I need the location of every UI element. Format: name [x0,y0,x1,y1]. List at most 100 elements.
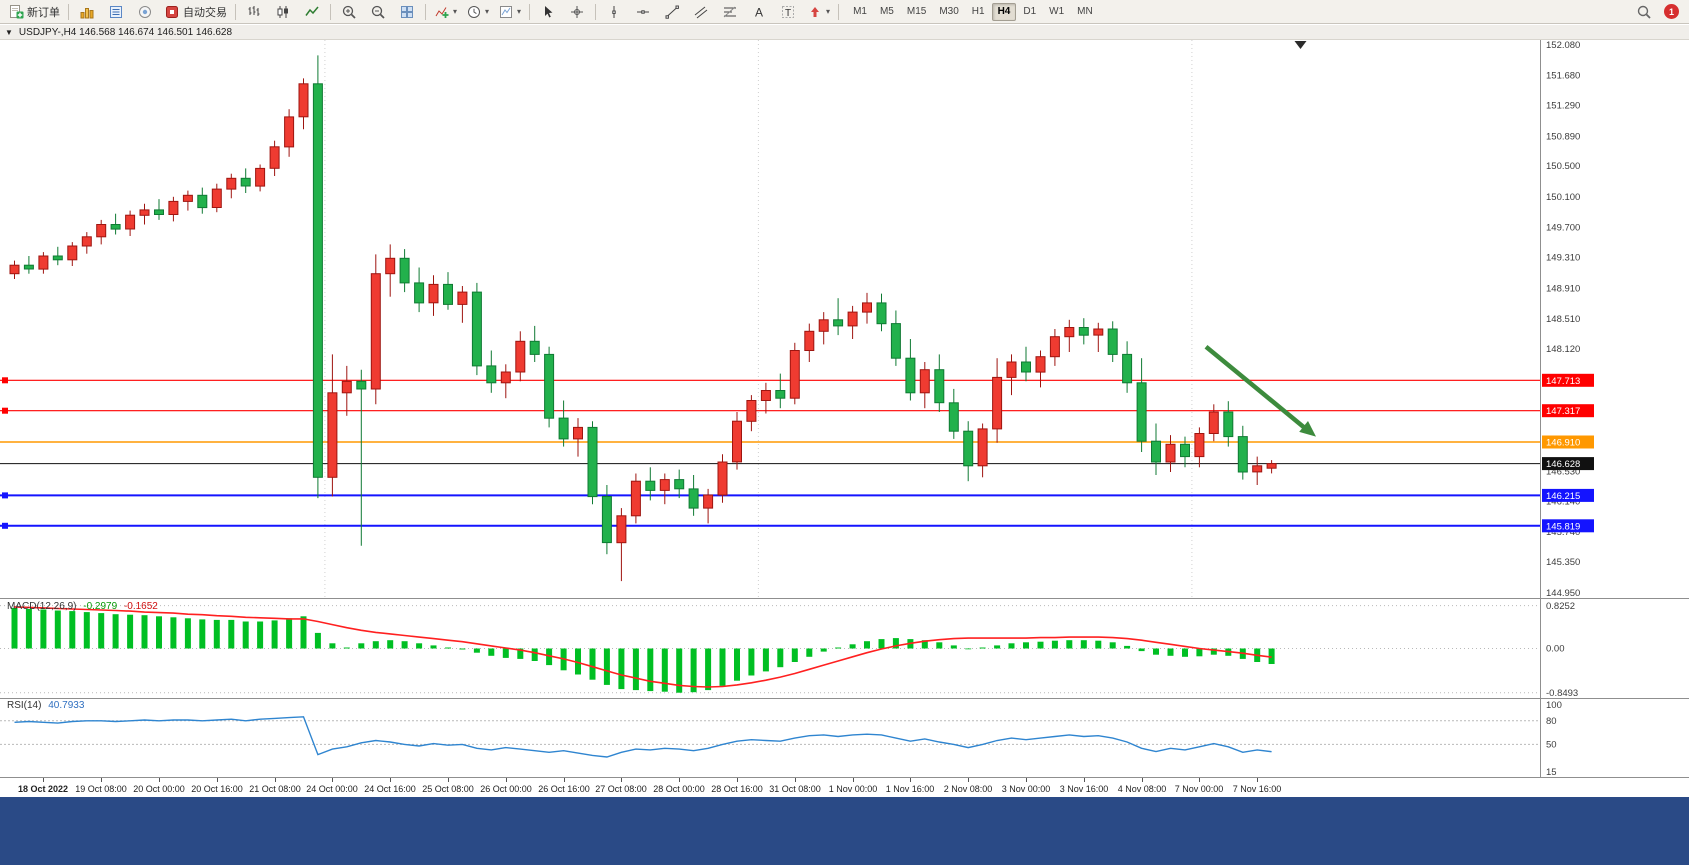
candle[interactable] [1266,460,1277,474]
macd-chart[interactable]: 0.8252 0.00 -0.8493 [0,599,1689,698]
candle[interactable] [399,249,410,293]
candle[interactable] [1093,322,1104,352]
candle[interactable] [587,421,598,505]
macd-pane[interactable]: 0.8252 0.00 -0.8493 [0,598,1689,698]
candle[interactable] [775,373,786,409]
candle[interactable] [182,190,193,211]
timeframe-m30-button[interactable]: M30 [939,5,959,17]
text-tool-button[interactable]: A [745,1,773,23]
fibonacci-button[interactable] [716,1,744,23]
candlestick-chart[interactable]: 152.080 151.680 151.290 150.890 150.500 150.1… [0,40,1689,598]
candle[interactable] [1049,329,1060,366]
candle[interactable] [9,260,20,279]
candle[interactable] [38,252,49,274]
timeframe-d1-button[interactable]: D1 [1023,5,1037,17]
candle[interactable] [1165,435,1176,472]
label-tool-button[interactable]: T [774,1,802,23]
vertical-line-button[interactable] [600,1,628,23]
candle[interactable] [601,485,612,555]
candle[interactable] [746,395,757,432]
candle[interactable] [298,78,309,130]
candle[interactable] [616,508,627,582]
zoom-in-button[interactable] [335,1,363,23]
candle[interactable] [717,454,728,503]
candle[interactable] [1136,358,1147,452]
candle[interactable] [269,140,280,176]
candle[interactable] [948,388,959,439]
candle[interactable] [471,282,482,376]
candle[interactable] [1122,341,1133,393]
candle[interactable] [67,242,78,266]
candle[interactable] [486,350,497,393]
candle[interactable] [385,244,396,297]
search-button[interactable] [1630,1,1658,23]
candle[interactable] [630,473,641,524]
candle[interactable] [760,382,771,414]
indicators-button[interactable]: ▾ [430,1,461,23]
candle[interactable] [154,199,164,220]
candle[interactable] [515,331,526,382]
candle[interactable] [443,272,453,310]
candle[interactable] [862,292,872,324]
candle[interactable] [905,339,916,401]
candle[interactable] [428,275,439,316]
candle[interactable] [688,475,699,516]
candle[interactable] [1107,321,1118,362]
candle[interactable] [977,423,988,478]
candle[interactable] [125,210,136,236]
candle[interactable] [1252,456,1263,485]
templates-button[interactable]: ▾ [494,1,525,23]
notification-badge[interactable]: 1 [1664,4,1679,19]
arrow-tools-button[interactable]: ▾ [803,1,834,23]
candle[interactable] [732,412,742,470]
candle[interactable] [1237,425,1248,480]
candle[interactable] [674,469,685,499]
timeframe-w1-button[interactable]: W1 [1049,5,1065,17]
equidistant-channel-button[interactable] [687,1,715,23]
candle[interactable] [934,354,945,412]
expert-advisors-button[interactable] [131,1,159,23]
candle[interactable] [1064,319,1075,352]
candle[interactable] [1078,318,1089,345]
timeframe-h4-button[interactable]: H4 [991,2,1017,21]
candle[interactable] [890,310,901,366]
candle[interactable] [226,173,237,199]
candle[interactable] [703,488,714,524]
candle[interactable] [81,232,92,254]
tile-windows-button[interactable] [393,1,421,23]
candle[interactable] [168,196,179,222]
candle[interactable] [211,183,222,213]
candle[interactable] [645,467,656,501]
candle[interactable] [1194,427,1205,468]
market-watch-button[interactable] [102,1,130,23]
rsi-chart[interactable]: 100 80 50 15 [0,699,1689,777]
line-chart-type-button[interactable] [298,1,326,23]
timeframe-h1-button[interactable]: H1 [971,5,985,17]
candle[interactable] [139,203,150,225]
candle[interactable] [1021,346,1031,382]
horizontal-line-button[interactable] [629,1,657,23]
horizontal-line-146.215[interactable] [0,492,1540,499]
candle[interactable] [457,286,468,323]
timeframe-m5-button[interactable]: M5 [879,5,894,17]
candle[interactable] [529,325,540,362]
timeframe-m15-button[interactable]: M15 [906,5,927,17]
trendline-button[interactable] [658,1,686,23]
candle[interactable] [818,312,829,345]
cursor-button[interactable] [534,1,562,23]
candle[interactable] [659,473,670,505]
candle[interactable] [240,168,251,193]
trend-arrow[interactable] [1204,344,1316,437]
candle[interactable] [1180,436,1190,468]
bar-chart-type-button[interactable] [240,1,268,23]
candle[interactable] [414,267,425,313]
candle[interactable] [197,187,208,214]
candle[interactable] [992,358,1003,443]
chart-background[interactable] [0,40,1689,598]
time-axis[interactable]: 18 Oct 2022 19 Oct 08:00 20 Oct 00:00 20 Oc… [0,777,1689,797]
timeframe-mn-button[interactable]: MN [1077,5,1093,17]
candle[interactable] [1223,401,1234,447]
candle[interactable] [370,254,381,405]
candle[interactable] [1208,404,1219,442]
candle[interactable] [52,246,63,266]
